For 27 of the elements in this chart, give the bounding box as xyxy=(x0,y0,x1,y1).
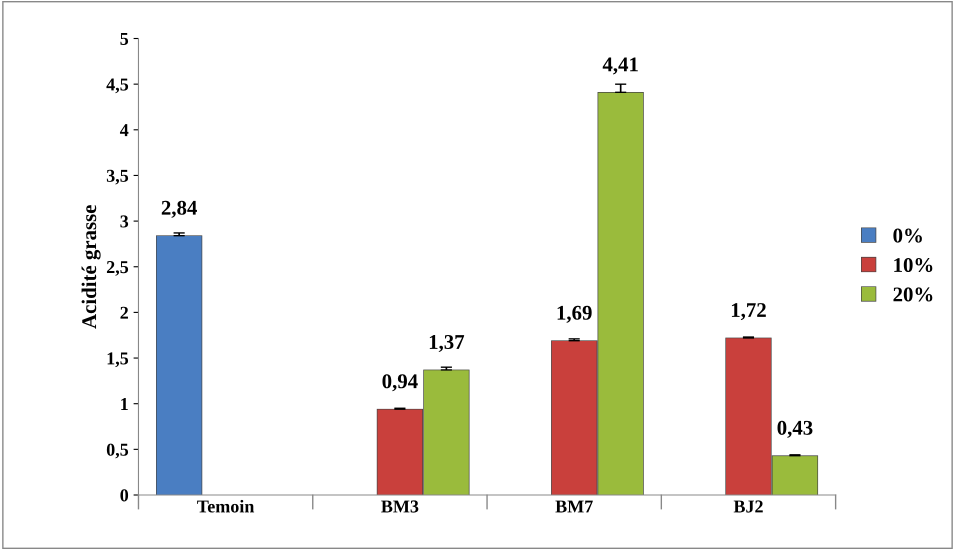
x-tick-label: Temoin xyxy=(197,500,254,513)
x-tick-label: BM7 xyxy=(555,500,593,512)
y-tick-label: 4,5 xyxy=(106,78,128,94)
data-label: 1,37 xyxy=(430,335,464,352)
data-label: 2,84 xyxy=(162,200,197,218)
data-label: 0,43 xyxy=(778,420,812,438)
y-tick-label: 0 xyxy=(120,489,128,502)
data-label: 1,69 xyxy=(558,306,592,323)
x-tick-label: BJ2 xyxy=(734,500,763,513)
y-tick-label: 4 xyxy=(120,124,128,136)
bar xyxy=(156,235,202,495)
legend-label: 10% xyxy=(894,258,932,272)
y-axis-title: Acidité grasse xyxy=(82,205,101,329)
y-tick-label: 2,5 xyxy=(106,261,128,276)
data-label: 1,72 xyxy=(732,303,766,320)
y-tick-label: 1,5 xyxy=(108,352,128,368)
y-tick-label: 5 xyxy=(120,32,128,45)
y-tick-label: 3 xyxy=(120,215,128,228)
legend-label: 20% xyxy=(893,287,932,302)
legend-label: 0% xyxy=(893,228,922,243)
data-label: 0,94 xyxy=(382,374,418,392)
y-tick-label: 2 xyxy=(120,306,128,319)
data-label: 4,41 xyxy=(602,58,638,74)
y-tick-label: 1 xyxy=(121,398,128,410)
y-tick-label: 0,5 xyxy=(106,444,128,458)
x-tick-label: BM3 xyxy=(381,500,418,513)
y-tick-label: 3,5 xyxy=(106,170,128,185)
